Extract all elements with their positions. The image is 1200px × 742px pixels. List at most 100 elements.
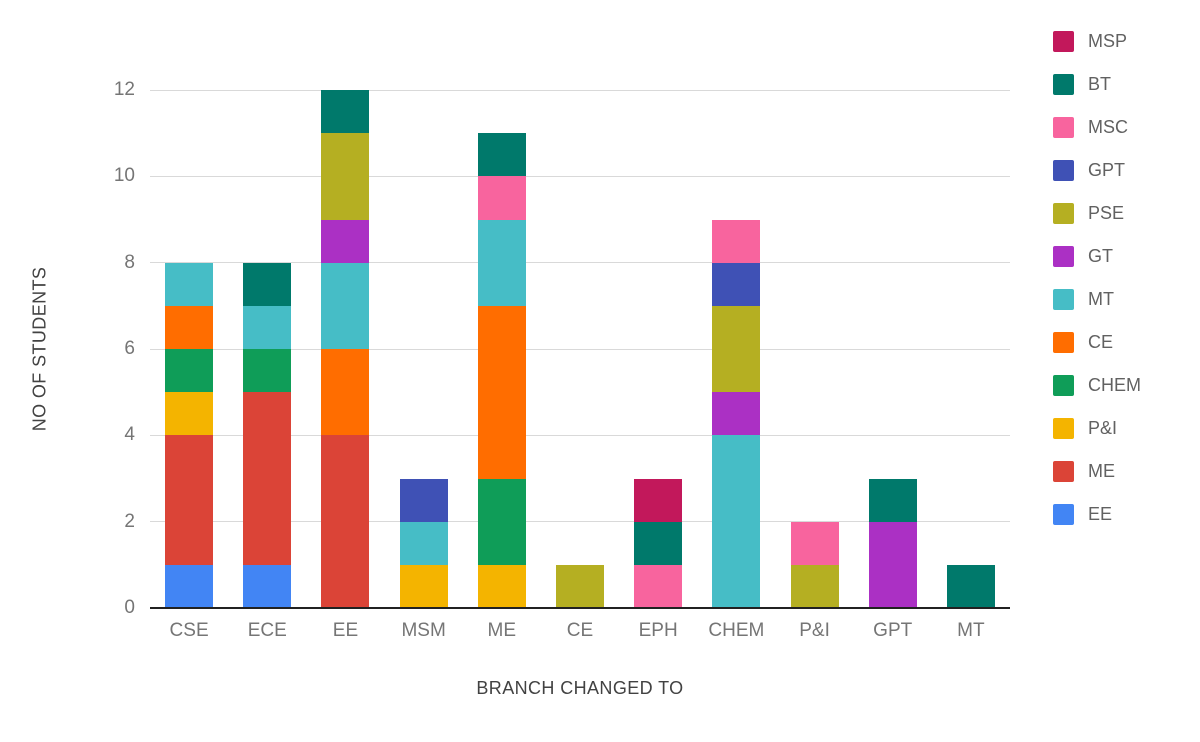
bar-segment-EE-BT: [321, 90, 370, 134]
x-tick-label-EPH: EPH: [638, 620, 678, 641]
bar-segment-EE-PSE: [321, 133, 370, 220]
legend-swatch-BT: [1053, 73, 1074, 95]
x-tick-label-CE: CE: [566, 620, 594, 641]
legend-label-CHEM: CHEM: [1088, 374, 1141, 395]
bar-segment-CHEM-MT: [712, 435, 761, 608]
legend-label-EE: EE: [1088, 503, 1113, 524]
bar-segment-ECE-EE: [243, 564, 292, 608]
legend-item-GT: GT: [1053, 245, 1141, 267]
y-tick-label-6: 6: [124, 338, 135, 359]
x-tick-label-P&I: P&I: [799, 620, 830, 641]
x-axis-tick-labels: CSE ECE EE MSM ME CE EPH CHEM P&I GPT MT: [150, 620, 1010, 646]
legend-item-MSC: MSC: [1053, 116, 1141, 138]
chart-legend: MSP BT MSC GPT PSE GT MT CE CHEM P&I ME EE: [1053, 30, 1141, 546]
legend-swatch-EE: [1053, 503, 1074, 525]
legend-item-GPT: GPT: [1053, 159, 1141, 181]
bar-segment-ME-CHEM: [477, 478, 526, 565]
legend-swatch-GT: [1053, 245, 1074, 267]
legend-item-ME: ME: [1053, 460, 1141, 482]
bar-segment-P&I-PSE: [790, 564, 839, 608]
bar-segment-CSE-MT: [165, 262, 214, 306]
legend-label-MSC: MSC: [1088, 116, 1128, 137]
bar-segment-ECE-CHEM: [243, 349, 292, 393]
y-tick-label-0: 0: [124, 597, 135, 618]
bar-segment-CHEM-MSC: [712, 219, 761, 263]
gridline-12: [150, 89, 1010, 91]
bar-segment-CSE-CHEM: [165, 349, 214, 393]
bar-segment-CSE-CE: [165, 305, 214, 349]
bar-segment-MT-BT: [946, 564, 995, 608]
bar-segment-MSM-GPT: [399, 478, 448, 522]
bar-segment-CE-PSE: [556, 564, 604, 608]
legend-item-EE: EE: [1053, 503, 1141, 525]
y-tick-label-4: 4: [124, 424, 135, 446]
gridline-10: [150, 175, 1010, 177]
gridline-2: [150, 521, 1010, 523]
legend-swatch-MSC: [1053, 116, 1074, 138]
bar-segment-EE-ME: [321, 435, 370, 608]
gridline-6: [150, 348, 1010, 350]
bar-segment-GPT-BT: [868, 478, 917, 522]
bar-segment-CSE-ME: [165, 435, 214, 565]
bar-segment-ME-MT: [477, 219, 526, 306]
x-tick-label-MSM: MSM: [401, 620, 446, 641]
bar-segment-EE-GT: [321, 219, 370, 263]
x-tick-label-CHEM: CHEM: [708, 620, 765, 641]
x-tick-label-CSE: CSE: [169, 620, 209, 641]
legend-swatch-ME: [1053, 460, 1074, 482]
bar-segment-EPH-MSP: [634, 478, 683, 522]
bar-segment-ECE-ME: [243, 392, 292, 565]
gridline-8: [150, 262, 1010, 264]
x-tick-label-EE: EE: [332, 620, 359, 641]
bar-segment-EPH-MSC: [634, 564, 683, 608]
y-tick-label-10: 10: [113, 165, 135, 187]
bar-segment-MSM-P&I: [399, 564, 448, 608]
legend-item-PSE: PSE: [1053, 202, 1141, 224]
x-tick-label-ME: ME: [487, 620, 517, 641]
x-tick-label-ECE: ECE: [247, 620, 287, 641]
y-tick-label-2: 2: [124, 510, 135, 532]
y-axis-title: NO OF STUDENTS: [29, 266, 50, 432]
bar-segment-ECE-BT: [243, 262, 292, 306]
legend-item-P&I: P&I: [1053, 417, 1141, 439]
gridline-4: [150, 434, 1010, 436]
bar-segment-CHEM-PSE: [712, 305, 761, 393]
x-axis-title: BRANCH CHANGED TO: [476, 678, 684, 698]
bar-segment-EE-MT: [321, 262, 370, 349]
legend-swatch-PSE: [1053, 202, 1074, 224]
bar-segment-CSE-EE: [165, 564, 214, 608]
legend-label-MT: MT: [1088, 288, 1114, 309]
bar-segment-CHEM-GT: [712, 392, 761, 436]
bar-segment-MSM-MT: [399, 521, 448, 565]
legend-label-GPT: GPT: [1088, 159, 1126, 180]
legend-label-P&I: P&I: [1088, 417, 1118, 438]
bar-segment-ECE-MT: [243, 305, 292, 349]
bar-segment-CSE-P&I: [165, 392, 214, 436]
bar-segment-ME-P&I: [477, 564, 526, 608]
legend-label-ME: ME: [1088, 460, 1115, 481]
legend-label-BT: BT: [1088, 73, 1112, 94]
bar-segment-EE-CE: [321, 349, 370, 436]
legend-item-CHEM: CHEM: [1053, 374, 1141, 396]
bar-segment-ME-BT: [477, 133, 526, 177]
y-axis-tick-labels: 0 2 4 6 8 10 12: [55, 79, 135, 618]
legend-item-MT: MT: [1053, 288, 1141, 310]
bar-segment-ME-MSC: [477, 176, 526, 220]
plot-area: [150, 89, 1010, 609]
legend-item-MSP: MSP: [1053, 30, 1141, 52]
y-tick-label-12: 12: [113, 79, 135, 100]
bar-segment-ME-CE: [477, 305, 526, 479]
y-tick-label-8: 8: [124, 251, 135, 273]
bar-segment-EPH-BT: [634, 521, 683, 565]
x-tick-label-MT: MT: [957, 620, 985, 641]
x-tick-label-GPT: GPT: [873, 620, 913, 641]
bar-segment-GPT-GT: [868, 521, 917, 608]
bar-segment-CHEM-GPT: [712, 262, 761, 306]
legend-swatch-CHEM: [1053, 374, 1074, 396]
legend-label-PSE: PSE: [1088, 202, 1125, 223]
legend-label-GT: GT: [1088, 245, 1113, 266]
legend-item-BT: BT: [1053, 73, 1141, 95]
legend-swatch-MT: [1053, 288, 1074, 310]
x-axis-baseline: [150, 607, 1010, 609]
